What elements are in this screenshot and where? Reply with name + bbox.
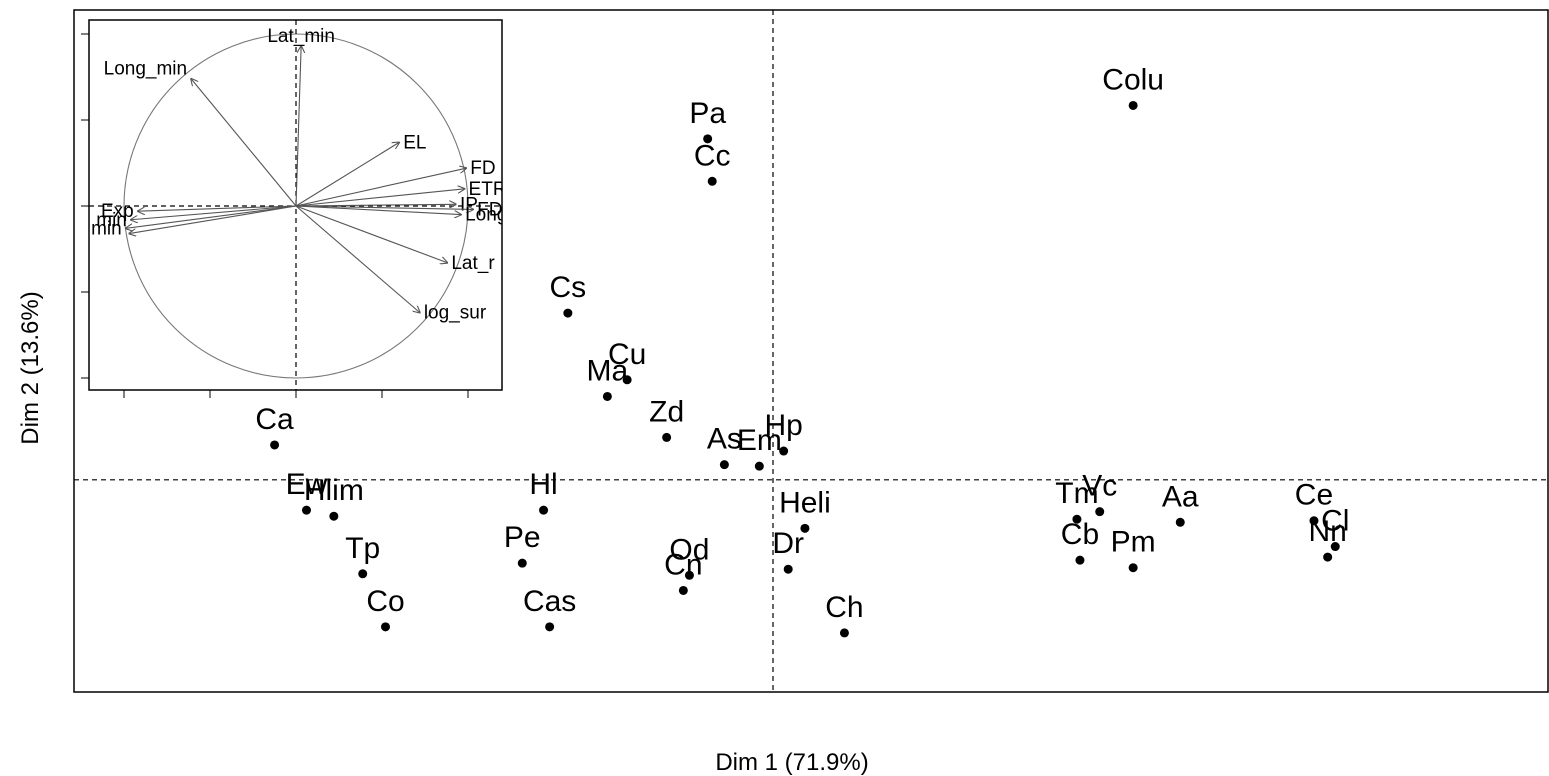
point-label: Tp (345, 532, 380, 565)
data-point (1128, 100, 1138, 110)
variable-label: min (91, 218, 122, 239)
point-label: Aa (1162, 480, 1199, 513)
point-label: Pa (689, 97, 726, 130)
point-label: Cs (550, 271, 587, 304)
data-point (1330, 542, 1340, 552)
data-point (1309, 516, 1319, 526)
data-point (602, 391, 612, 401)
variable-arrow (295, 205, 461, 215)
data-point (381, 622, 391, 632)
variable-label: EL (403, 132, 426, 153)
variable-arrow (295, 189, 465, 207)
data-point (517, 558, 527, 568)
variable-arrow (131, 205, 297, 220)
data-point (1128, 563, 1138, 573)
point-label: Tm (1055, 477, 1098, 510)
variable-arrow (295, 168, 466, 207)
variable-arrow (295, 142, 399, 207)
data-point (754, 461, 764, 471)
variable-label: FD (470, 158, 495, 179)
data-point (301, 505, 311, 515)
inset-axis-ticks (81, 33, 469, 398)
point-label: Ce (1295, 479, 1333, 512)
point-label: Cas (523, 585, 576, 618)
variable-arrow (295, 205, 420, 313)
data-point (719, 460, 729, 470)
point-label: Ew (286, 468, 328, 501)
x-axis-title: Dim 1 (71.9%) (715, 749, 868, 776)
data-point (563, 308, 573, 318)
point-label: Ca (255, 403, 294, 436)
data-point (329, 511, 339, 521)
variable-label: min (96, 210, 127, 231)
point-label: Pe (504, 521, 541, 554)
point-label: Ch (825, 591, 863, 624)
variable-arrow (138, 205, 297, 211)
data-point (779, 446, 789, 456)
variable-arrow (295, 205, 473, 209)
data-point (662, 432, 672, 442)
variable-arrow (129, 205, 297, 234)
y-axis-title: Dim 2 (13.6%) (17, 291, 44, 444)
point-label: Dr (772, 527, 804, 560)
data-point (1323, 552, 1333, 562)
data-point (545, 622, 555, 632)
variable-label: Lat_r (451, 253, 495, 274)
point-label: Od (669, 533, 709, 566)
point-label: Vc (1082, 470, 1117, 503)
point-label: Zd (649, 395, 684, 428)
data-point (358, 569, 368, 579)
data-point (270, 440, 280, 450)
variable-label: Long_min (104, 59, 187, 80)
data-point (783, 564, 793, 574)
point-label: Nn (1308, 515, 1346, 548)
data-point (800, 523, 810, 533)
data-point (539, 505, 549, 515)
point-label: Cn (664, 548, 702, 581)
data-point (703, 134, 713, 144)
point-label: Pm (1111, 526, 1156, 559)
data-point (839, 628, 849, 638)
point-label: Cu (608, 338, 646, 371)
data-point (684, 570, 694, 580)
origin-guides (74, 10, 1548, 692)
data-point (622, 375, 632, 385)
variable-arrow (295, 46, 301, 207)
point-label: Hp (764, 409, 802, 442)
point-label: Ma (587, 354, 629, 387)
variable-arrow (191, 79, 297, 207)
variable-label: Exp (101, 201, 134, 222)
plot-frame (73, 9, 1549, 693)
data-point (1095, 507, 1105, 517)
variable-label: FD (477, 199, 502, 220)
variable-arrow (295, 205, 447, 263)
variable-label: log_sur (424, 303, 487, 324)
point-label: Hlim (304, 474, 364, 507)
variable-label: ETR (469, 179, 507, 200)
point-label: Hl (529, 468, 557, 501)
variable-label: Long (465, 205, 507, 226)
point-label: Cc (694, 139, 731, 172)
data-point (707, 176, 717, 186)
data-point (1072, 514, 1082, 524)
variable-arrow (126, 205, 297, 228)
data-point (678, 585, 688, 595)
point-label: Colu (1102, 63, 1164, 96)
point-label: Cb (1061, 518, 1099, 551)
data-point (1175, 517, 1185, 527)
variable-label: Lat_min (267, 26, 335, 47)
data-point (1075, 555, 1085, 565)
point-label: Cl (1321, 505, 1349, 538)
variable-arrow (295, 204, 456, 206)
point-label: As (707, 423, 742, 456)
point-label: Heli (779, 486, 831, 519)
point-label: Co (366, 585, 404, 618)
point-label: Em (737, 424, 782, 457)
